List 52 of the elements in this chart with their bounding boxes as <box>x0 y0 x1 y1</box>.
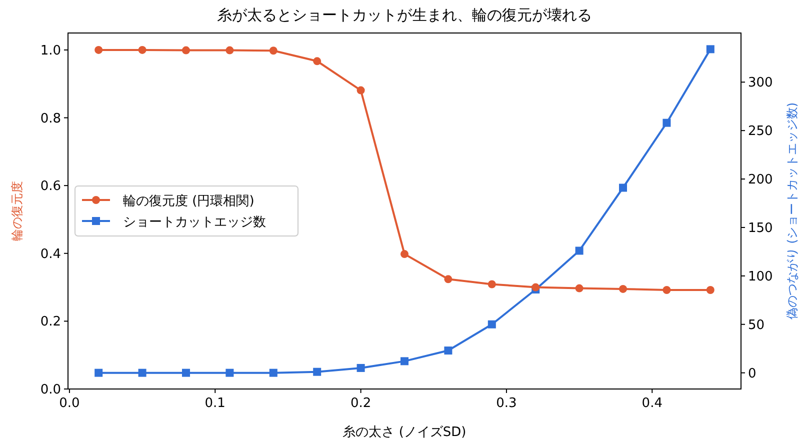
y-tick-label: 0.4 <box>40 246 61 262</box>
point <box>269 368 278 377</box>
chart-title: 糸が太るとショートカットが生まれ、輪の復元が壊れる <box>217 6 592 24</box>
point <box>313 57 322 66</box>
legend-label: ショートカットエッジ数 <box>123 215 266 230</box>
point <box>400 357 408 366</box>
point <box>575 284 584 292</box>
y2-tick-label: 250 <box>748 124 773 140</box>
point <box>356 86 365 94</box>
point <box>444 346 452 355</box>
y-tick-label: 0.0 <box>40 382 61 398</box>
point <box>138 368 146 377</box>
point <box>619 284 628 293</box>
y2-tick-label: 150 <box>748 220 773 236</box>
y-axis-title: 輪の復元度 <box>10 181 24 241</box>
legend-label: 輪の復元度 (円環相関) <box>123 193 254 209</box>
point <box>226 368 234 377</box>
y-tick-label: 0.2 <box>40 314 61 330</box>
x-axis-title: 糸の太さ (ノイズSD) <box>342 425 466 440</box>
point <box>400 250 408 258</box>
x-tick-label: 0.4 <box>642 396 662 411</box>
point <box>488 320 496 328</box>
y2-tick-label: 200 <box>748 172 773 188</box>
point <box>662 286 671 294</box>
point <box>182 46 190 54</box>
point <box>182 368 190 377</box>
y-tick-label: 1.0 <box>40 43 61 58</box>
point <box>138 46 146 54</box>
y2-axis-title: 偽のつながり (ショートカットエッジ数) <box>785 102 799 320</box>
x-tick-label: 0.0 <box>59 396 80 411</box>
y2-tick-label: 0 <box>748 366 756 382</box>
x-tick-label: 0.2 <box>350 396 372 411</box>
point <box>356 364 365 372</box>
point <box>662 118 671 127</box>
point <box>226 46 234 54</box>
point <box>619 184 628 192</box>
point <box>706 45 714 54</box>
y-tick-label: 0.8 <box>40 111 61 126</box>
point <box>269 46 278 55</box>
point <box>94 368 103 377</box>
y2-tick-label: 50 <box>748 318 765 333</box>
y2-tick-label: 100 <box>748 269 773 284</box>
point <box>94 46 103 54</box>
y-tick-label: 0.6 <box>40 179 61 194</box>
y2-tick-label: 300 <box>748 76 773 91</box>
point <box>575 246 584 255</box>
point <box>444 275 452 284</box>
point <box>488 280 496 288</box>
point <box>706 286 714 294</box>
point <box>313 368 322 376</box>
x-tick-label: 0.1 <box>204 396 226 411</box>
x-tick-label: 0.3 <box>496 396 517 411</box>
